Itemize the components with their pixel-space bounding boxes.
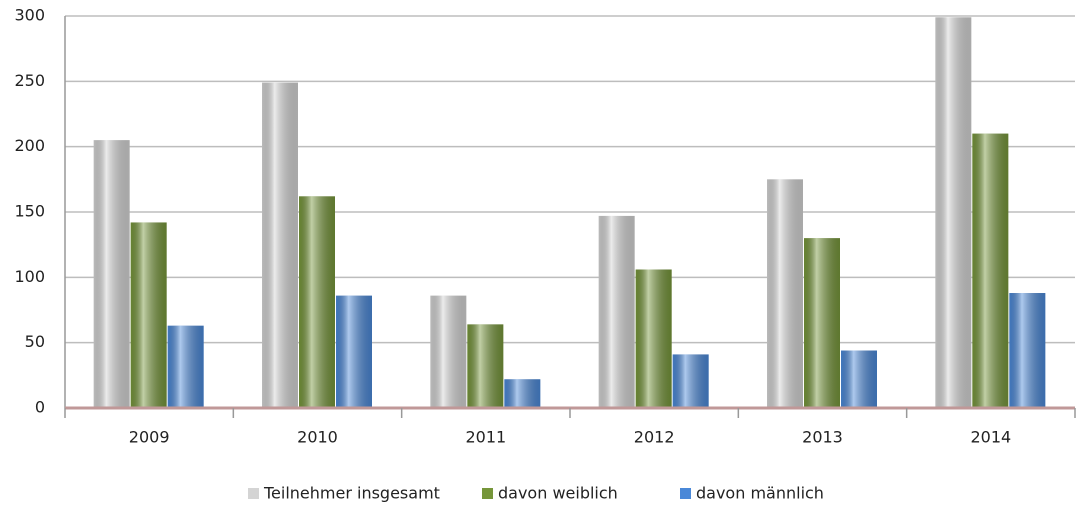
bar — [93, 140, 130, 408]
x-tick-label: 2014 — [970, 428, 1011, 447]
x-tick-label: 2009 — [129, 428, 170, 447]
legend-label: Teilnehmer insgesamt — [263, 484, 440, 503]
x-tick-label: 2010 — [297, 428, 338, 447]
legend-label: davon männlich — [696, 484, 824, 503]
y-tick-label: 100 — [14, 267, 45, 286]
legend-swatch — [248, 488, 259, 499]
bar — [167, 325, 204, 408]
bar — [635, 269, 672, 408]
legend-label: davon weiblich — [498, 484, 618, 503]
y-tick-label: 150 — [14, 202, 45, 221]
legend-swatch — [680, 488, 691, 499]
bar — [262, 82, 298, 408]
bar — [130, 222, 167, 408]
x-tick-label: 2011 — [465, 428, 506, 447]
bar — [336, 295, 372, 408]
bar — [1009, 293, 1046, 408]
bar — [299, 196, 335, 408]
legend-swatch — [482, 488, 493, 499]
y-tick-label: 300 — [14, 6, 45, 25]
bar — [598, 215, 635, 408]
y-tick-label: 250 — [14, 71, 45, 90]
bar — [672, 354, 709, 408]
bar — [841, 350, 877, 408]
x-tick-label: 2013 — [802, 428, 843, 447]
y-tick-label: 0 — [35, 398, 45, 417]
x-tick-label: 2012 — [634, 428, 675, 447]
bar — [935, 17, 972, 408]
bar — [430, 295, 467, 408]
y-tick-label: 50 — [25, 332, 45, 351]
bar — [767, 179, 803, 408]
bar — [804, 238, 840, 408]
bar — [972, 133, 1009, 408]
bar — [504, 379, 541, 408]
y-tick-label: 200 — [14, 136, 45, 155]
bar — [467, 324, 504, 408]
